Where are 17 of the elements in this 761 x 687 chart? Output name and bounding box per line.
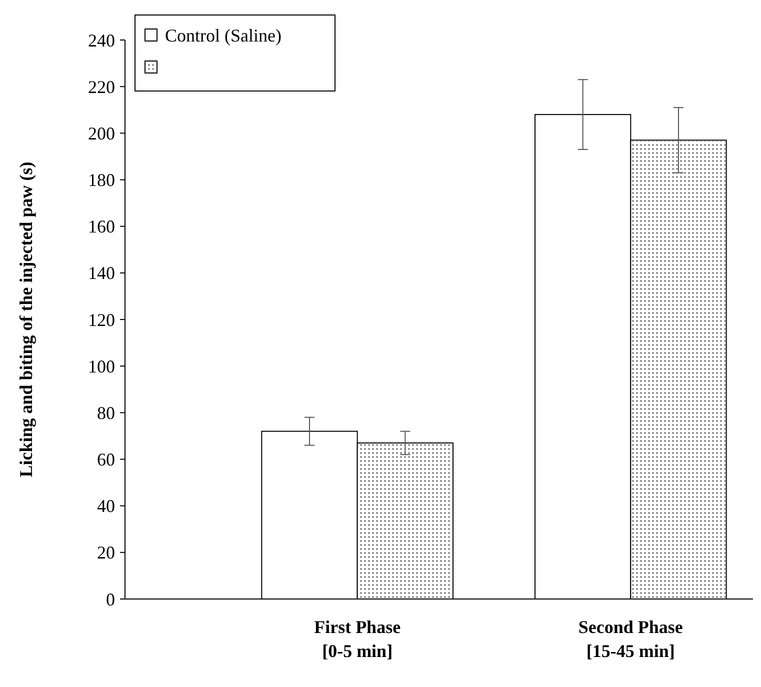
y-tick-label: 160: [88, 216, 115, 237]
x-tick-label: First Phase [0-5 min]: [314, 617, 401, 661]
y-tick-label: 40: [97, 496, 115, 516]
y-tick-label: 80: [97, 402, 115, 423]
y-tick-label: 240: [88, 30, 115, 50]
y-tick-label: 100: [88, 356, 115, 376]
y-axis-title: Licking and biting of the injected paw (s): [16, 162, 36, 478]
y-tick-label: 60: [97, 450, 115, 470]
y-tick-label: 180: [88, 170, 115, 190]
y-tick-label: 220: [88, 76, 115, 97]
y-tick-label: 20: [97, 542, 115, 563]
y-tick-label: 120: [88, 310, 115, 330]
x-tick-label: Second Phase [15-45 min]: [578, 617, 683, 661]
legend-label: Control (Saline): [165, 25, 282, 46]
y-tick-label: 140: [88, 263, 115, 284]
y-tick-label: 200: [88, 123, 115, 144]
y-tick-label: 0: [106, 589, 115, 610]
